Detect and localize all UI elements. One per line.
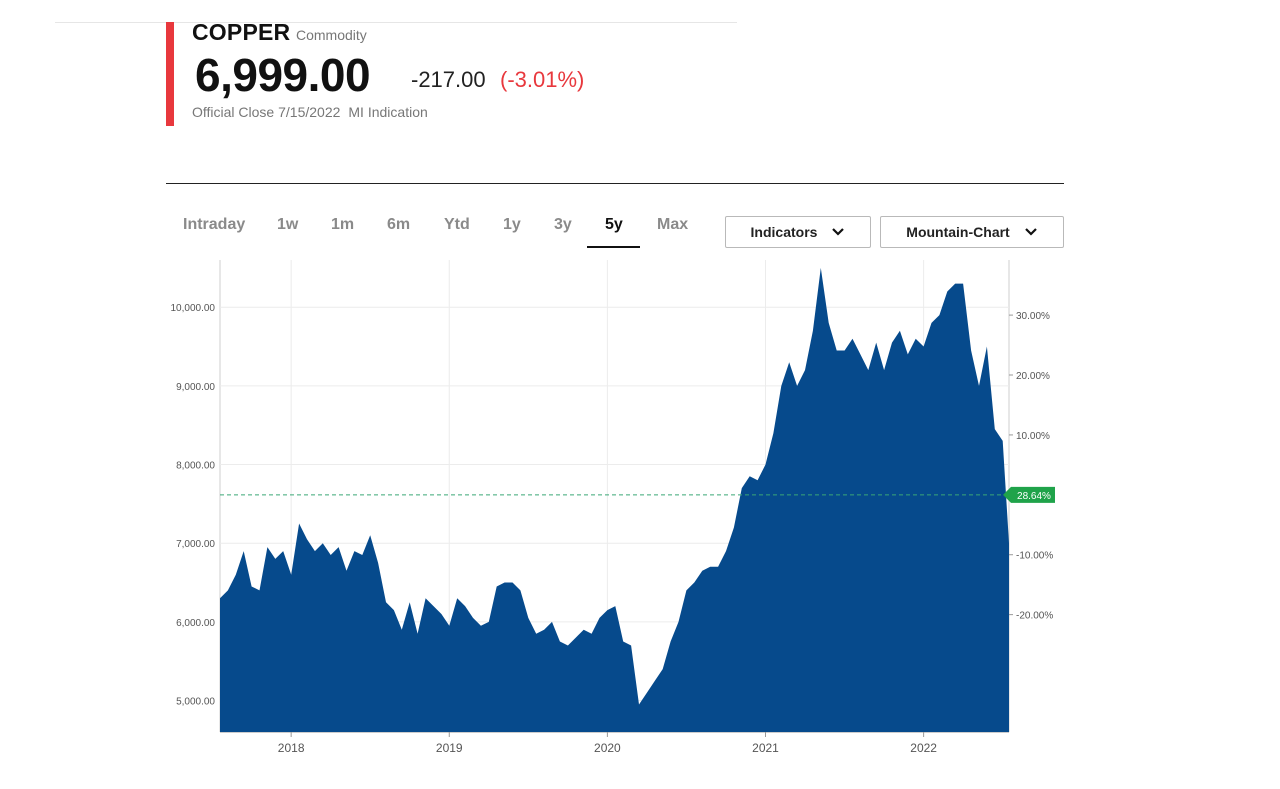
tab-6m[interactable]: 6m	[387, 216, 411, 233]
tab-1m[interactable]: 1m	[331, 216, 355, 233]
section-divider	[166, 183, 1064, 184]
badge-shape	[1003, 486, 1055, 503]
y-left-tick-label: 6,000.00	[176, 618, 215, 629]
tab-max[interactable]: Max	[657, 216, 689, 233]
symbol-type: Commodity	[296, 27, 367, 43]
y-axis-right: -20.00%-10.00%0.00%10.00%20.00%30.00%	[1009, 311, 1053, 622]
indicators-dropdown[interactable]: Indicators	[725, 216, 871, 248]
tab-ytd[interactable]: Ytd	[444, 216, 470, 233]
tab-1y[interactable]: 1y	[503, 216, 521, 233]
x-tick-label: 2019	[436, 741, 463, 755]
chevron-down-icon	[832, 228, 845, 236]
price-area	[220, 267, 1009, 732]
price-chart[interactable]: 5,000.00 6,000.00 7,000.00 8,000.00 9,000.00…	[160, 258, 1070, 768]
last-price: 6,999.00	[195, 49, 371, 101]
chart-type-label: Mountain-Chart	[906, 224, 1010, 240]
y-left-tick-label: 8,000.00	[176, 461, 215, 472]
chevron-down-icon	[1024, 228, 1037, 236]
top-divider	[55, 22, 737, 23]
price-change: -217.00	[411, 67, 486, 92]
badge-label: 28.64%	[1017, 491, 1051, 502]
tab-3y[interactable]: 3y	[554, 216, 572, 233]
current-change-badge: 28.64%	[1003, 486, 1055, 503]
tab-5y[interactable]: 5y	[605, 216, 623, 233]
y-left-tick-label: 7,000.00	[176, 539, 215, 550]
x-tick-label: 2021	[752, 741, 779, 755]
indicators-label: Indicators	[750, 224, 818, 240]
x-tick-label: 2018	[278, 741, 305, 755]
price-change-percent: (-3.01%)	[500, 67, 585, 92]
x-axis: 2018 2019 2020 2021 2022	[278, 732, 937, 755]
active-tab-indicator	[587, 246, 640, 248]
y-left-tick-label: 10,000.00	[171, 303, 216, 314]
y-right-tick-label: 10.00%	[1016, 431, 1050, 442]
tab-intraday[interactable]: Intraday	[183, 216, 246, 233]
close-info: Official Close 7/15/2022 MI Indication	[192, 104, 428, 120]
y-right-tick-label: -10.00%	[1016, 551, 1053, 562]
chart-type-dropdown[interactable]: Mountain-Chart	[880, 216, 1064, 248]
official-close-label: Official Close 7/15/2022	[192, 104, 341, 120]
y-left-tick-label: 9,000.00	[176, 382, 215, 393]
y-axis-left: 5,000.00 6,000.00 7,000.00 8,000.00 9,000.00…	[171, 303, 216, 707]
x-tick-label: 2020	[594, 741, 621, 755]
accent-bar	[166, 22, 174, 126]
x-tick-label: 2022	[910, 741, 937, 755]
y-right-tick-label: 20.00%	[1016, 371, 1050, 382]
y-right-tick-label: -20.00%	[1016, 611, 1053, 622]
indication-label: MI Indication	[348, 104, 428, 120]
tab-1w[interactable]: 1w	[277, 216, 299, 233]
y-left-tick-label: 5,000.00	[176, 697, 215, 708]
symbol-name: COPPER	[192, 19, 291, 45]
y-right-tick-label: 30.00%	[1016, 311, 1050, 322]
